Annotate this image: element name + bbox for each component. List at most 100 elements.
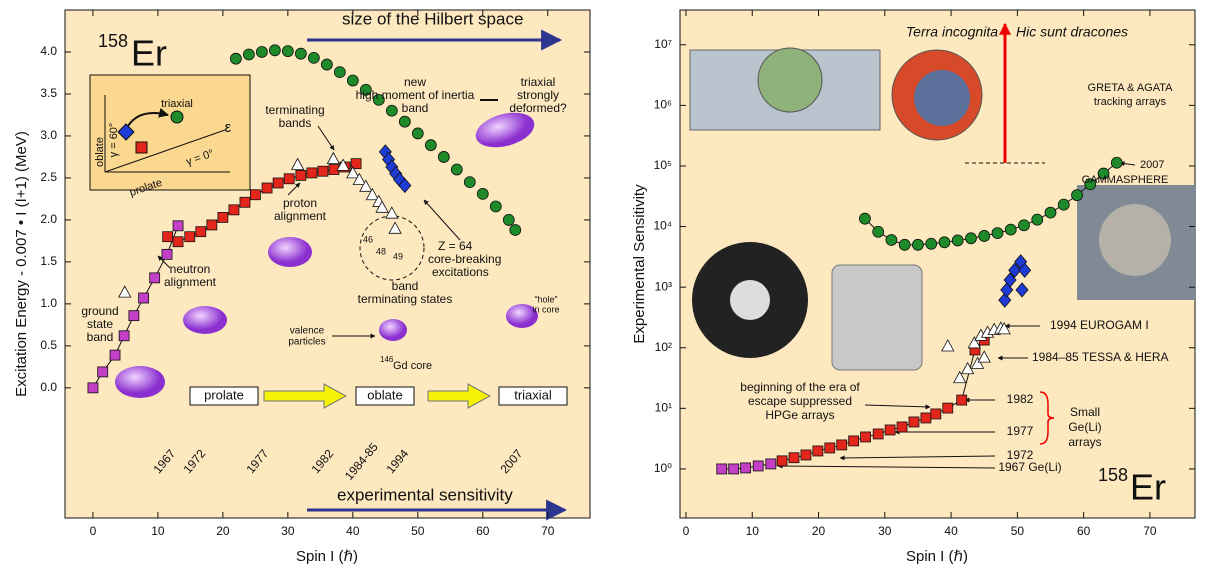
- annotation: beginning of the era of: [740, 380, 860, 394]
- square-marker: [128, 310, 140, 322]
- x-tick-label: 10: [151, 524, 165, 538]
- diamond-marker: [398, 177, 412, 194]
- diamond-marker: [1003, 272, 1017, 288]
- annotation: band: [402, 101, 429, 115]
- square-marker: [87, 382, 99, 394]
- circle-marker: [502, 214, 515, 226]
- annotation: GRETA & AGATA: [1088, 82, 1174, 94]
- circle-marker: [385, 104, 398, 117]
- x-tick-label: 40: [944, 524, 958, 538]
- x-tick-label: 40: [346, 524, 360, 538]
- photo: [1099, 204, 1171, 276]
- square-marker: [272, 177, 284, 189]
- circle-marker: [978, 230, 991, 242]
- square-marker: [812, 445, 824, 457]
- diamond-marker: [998, 292, 1012, 308]
- circle-marker: [1084, 178, 1097, 191]
- shape-boxes: [189, 383, 568, 409]
- square-marker: [896, 421, 908, 433]
- box: [498, 386, 568, 406]
- circle-marker: [398, 115, 411, 128]
- ellipsoid: [475, 112, 535, 148]
- x-axis-label: Spin I (ℏ): [296, 548, 358, 565]
- x-tick-label: 20: [216, 524, 230, 538]
- annotation: alignment: [274, 209, 327, 223]
- square-marker: [716, 463, 728, 475]
- inset-arrow: [127, 107, 169, 127]
- square-marker: [765, 458, 777, 470]
- annotation: Gd core: [393, 360, 432, 372]
- square-marker: [295, 170, 307, 181]
- annotation: γ = 60°: [108, 123, 120, 158]
- triangle-marker: [941, 339, 955, 352]
- square-marker: [184, 231, 196, 243]
- square-marker: [800, 449, 812, 461]
- circle-marker: [951, 234, 964, 247]
- x-tick-label: 50: [411, 524, 425, 538]
- triangle-marker: [336, 158, 350, 171]
- y-tick-label: 10⁵: [654, 158, 672, 172]
- square-marker: [848, 435, 860, 447]
- circle-marker: [912, 238, 924, 251]
- circle-marker: [938, 236, 951, 249]
- y-axis-label: Experimental Sensitivity: [631, 184, 648, 344]
- square-marker: [920, 412, 932, 424]
- annotation: “hole”: [534, 294, 557, 304]
- annotation: 48: [376, 246, 386, 256]
- annotation: 49: [393, 251, 403, 261]
- square-marker: [161, 248, 173, 260]
- circle-marker: [463, 176, 476, 189]
- decorations: [89, 22, 1195, 521]
- annotation: band: [392, 279, 419, 293]
- square-marker: [109, 349, 121, 361]
- circle-marker: [1031, 213, 1044, 226]
- photo: [914, 70, 970, 126]
- annotation: particles: [288, 337, 325, 348]
- square-marker: [942, 402, 954, 414]
- circle-marker: [346, 74, 359, 87]
- x-tick-label: 60: [1077, 524, 1091, 538]
- annotation: 146: [380, 355, 394, 364]
- ellipsoid: [115, 366, 165, 398]
- annotation: escape suppressed: [748, 394, 852, 408]
- square-marker: [172, 236, 184, 248]
- triangle-marker: [970, 356, 985, 369]
- annotation: triaxial: [521, 75, 556, 89]
- circle-marker: [1097, 167, 1110, 180]
- square-marker: [860, 431, 871, 443]
- ellipsoid: [183, 306, 227, 334]
- triangle-marker: [967, 336, 981, 349]
- circle-marker: [925, 237, 938, 250]
- circle-marker: [898, 238, 911, 251]
- diamond-marker: [1015, 282, 1029, 298]
- square-marker: [228, 204, 240, 216]
- annotation: Er: [1130, 467, 1166, 508]
- annotation: 1967 Ge(Li): [998, 460, 1061, 474]
- square-marker: [930, 408, 942, 420]
- square-marker: [824, 442, 836, 454]
- y-tick-label: 0.5: [40, 338, 57, 352]
- square-marker: [836, 439, 848, 451]
- annotation: strongly: [517, 88, 559, 102]
- box: [189, 386, 259, 406]
- circle-marker: [229, 52, 242, 65]
- x-tick-label: 0: [683, 524, 690, 538]
- annotation: Er: [131, 33, 167, 74]
- photo: [730, 280, 770, 320]
- x-axis-label: Spin I (ℏ): [906, 548, 968, 565]
- ellipsoid: [268, 237, 312, 267]
- y-tick-label: 1.5: [40, 254, 57, 268]
- circle-marker: [885, 234, 898, 246]
- circle-marker: [437, 151, 450, 163]
- x-tick-label: 20: [812, 524, 826, 538]
- circle-marker: [281, 45, 294, 58]
- annotation: state: [87, 317, 113, 331]
- annotation: experimental sensitivity: [337, 485, 513, 504]
- annotation: terminating states: [358, 292, 453, 306]
- pointer: [423, 199, 461, 241]
- circle-marker: [1057, 198, 1070, 211]
- annotation: 1982: [1007, 392, 1034, 406]
- y-tick-label: 10⁴: [653, 219, 672, 233]
- annotation: Hic sunt dracones: [1016, 24, 1128, 40]
